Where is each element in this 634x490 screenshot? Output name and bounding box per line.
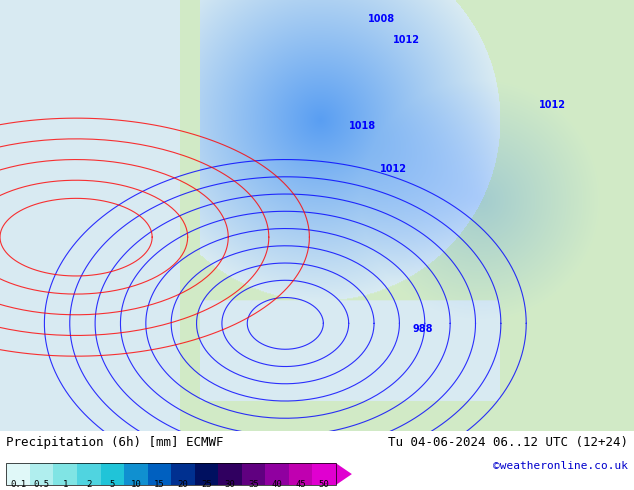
Text: 5: 5 [110, 480, 115, 489]
Text: 30: 30 [224, 480, 235, 489]
Text: Precipitation (6h) [mm] ECMWF: Precipitation (6h) [mm] ECMWF [6, 436, 224, 449]
Text: 988: 988 [412, 324, 432, 334]
Text: 1018: 1018 [349, 122, 376, 131]
Bar [242, 463, 266, 485]
Bar [53, 463, 77, 485]
Bar [148, 463, 171, 485]
Bar [171, 463, 195, 485]
Text: Tu 04-06-2024 06..12 UTC (12+24): Tu 04-06-2024 06..12 UTC (12+24) [387, 436, 628, 449]
Bar [218, 463, 242, 485]
Text: 1008: 1008 [368, 14, 395, 24]
Text: 1012: 1012 [539, 100, 566, 110]
Text: 0.5: 0.5 [34, 480, 49, 489]
Text: ©weatheronline.co.uk: ©weatheronline.co.uk [493, 462, 628, 471]
Text: 40: 40 [272, 480, 283, 489]
Text: 20: 20 [178, 480, 188, 489]
Text: 50: 50 [319, 480, 330, 489]
Text: 45: 45 [295, 480, 306, 489]
Text: 1012: 1012 [380, 165, 408, 174]
Text: 0.1: 0.1 [10, 480, 26, 489]
Text: 35: 35 [249, 480, 259, 489]
Bar [124, 463, 148, 485]
Bar [266, 463, 289, 485]
Text: 15: 15 [154, 480, 165, 489]
Bar [6, 463, 336, 485]
Polygon shape [336, 463, 352, 485]
Text: 1: 1 [63, 480, 68, 489]
Bar [289, 463, 313, 485]
Text: 1012: 1012 [393, 35, 420, 45]
Text: 2: 2 [86, 480, 91, 489]
Text: 25: 25 [201, 480, 212, 489]
Text: 10: 10 [131, 480, 141, 489]
Bar [101, 463, 124, 485]
Bar [30, 463, 53, 485]
Bar [6, 463, 30, 485]
Bar [313, 463, 336, 485]
Bar [195, 463, 218, 485]
Bar [77, 463, 101, 485]
